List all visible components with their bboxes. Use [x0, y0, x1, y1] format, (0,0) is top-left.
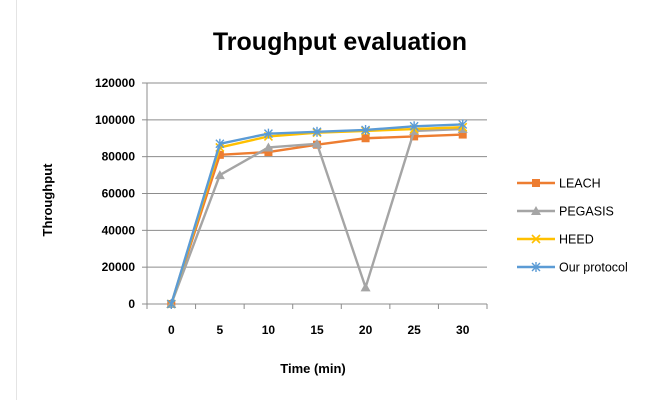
data-point [215, 150, 224, 159]
y-tick-label: 60000 [102, 187, 136, 201]
series-line [170, 127, 463, 305]
x-tick-label: 20 [359, 323, 373, 337]
y-tick-label: 0 [128, 297, 135, 311]
series-line [170, 126, 463, 305]
series-pegasis [166, 124, 468, 308]
gridlines [147, 82, 487, 268]
x-tick-label: 30 [456, 323, 470, 337]
legend-label: PEGASIS [559, 205, 614, 219]
data-point [215, 138, 225, 149]
data-point [409, 121, 419, 132]
data-point [166, 299, 176, 309]
data-point [410, 132, 419, 141]
series-line [170, 123, 463, 305]
data-point [312, 138, 322, 148]
y-tick-label: 100000 [95, 113, 135, 127]
legend: LEACH PEGASIS HEED Our protocol [517, 177, 628, 275]
y-tick-label: 80000 [102, 150, 136, 164]
marker-stroke [531, 234, 541, 244]
legend-label: HEED [559, 233, 594, 247]
x-axis-title: Time (min) [280, 361, 346, 376]
data-point [458, 130, 467, 139]
x-tick-label: 15 [310, 323, 324, 337]
data-point [360, 282, 371, 292]
y-tick-label: 120000 [95, 76, 135, 90]
legend-marker [531, 262, 541, 272]
data-point [361, 124, 371, 135]
data-point [263, 128, 273, 139]
legend-marker [531, 234, 541, 244]
y-axis-ticks: 0 20000 40000 60000 80000 100000 120000 [95, 76, 147, 311]
series-our-protocol [166, 119, 468, 309]
data-point [312, 126, 322, 137]
x-tick-label: 5 [217, 323, 224, 337]
legend-label: Our protocol [559, 261, 628, 275]
x-tick-label: 25 [407, 323, 421, 337]
legend-item-heed: HEED [517, 233, 594, 247]
legend-item-pegasis: PEGASIS [517, 205, 614, 219]
series-heed [166, 122, 468, 309]
y-tick-label: 40000 [102, 223, 136, 237]
data-point [263, 142, 274, 152]
series-leach [167, 130, 467, 308]
x-tick-label: 0 [168, 323, 175, 337]
x-tick-label: 10 [262, 323, 276, 337]
series-layer [166, 119, 468, 309]
data-point [264, 148, 273, 157]
y-axis-title: Throughput [40, 163, 55, 237]
legend-item-leach: LEACH [517, 177, 601, 191]
data-point [458, 119, 468, 130]
y-tick-label: 20000 [102, 260, 136, 274]
legend-marker [531, 206, 541, 215]
chart-title: Troughput evaluation [213, 28, 467, 56]
x-axis-ticks: 0 5 10 15 20 25 30 [146, 304, 488, 337]
axes [142, 83, 487, 309]
data-point [214, 170, 225, 180]
legend-label: LEACH [559, 177, 601, 191]
legend-marker [532, 179, 540, 187]
legend-item-our-protocol: Our protocol [517, 261, 628, 275]
data-point [361, 134, 370, 143]
